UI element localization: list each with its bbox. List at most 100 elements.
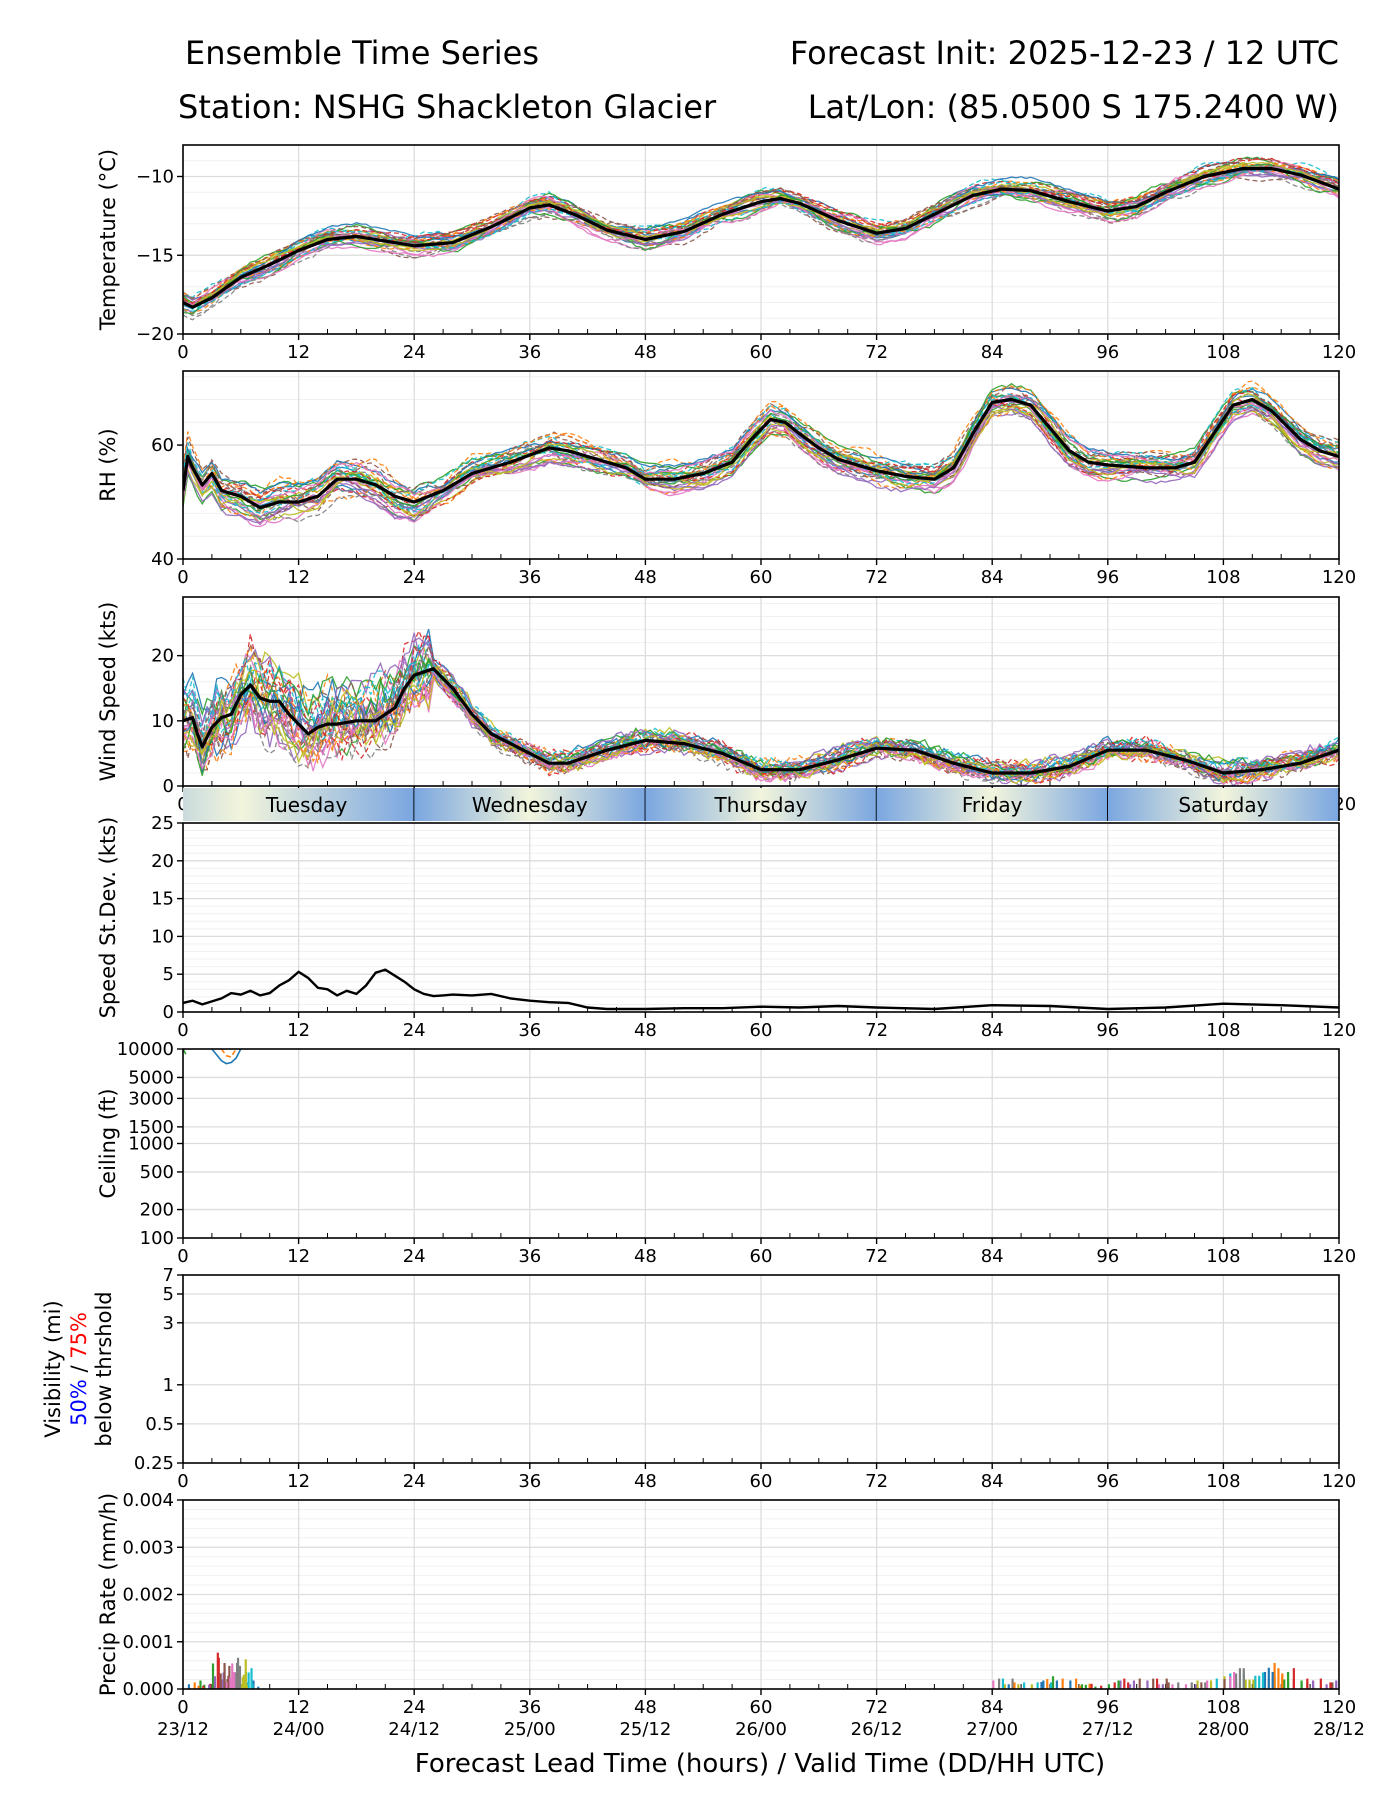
x-tick-label: 84 — [981, 567, 1004, 588]
x-tick-label: 0 — [177, 567, 188, 588]
threshold-75: 75% — [67, 1312, 91, 1359]
wind-plot — [183, 628, 1339, 786]
ensemble-member-line — [183, 169, 1339, 314]
day-band-fill — [183, 788, 415, 821]
ceiling-plot — [183, 1049, 242, 1065]
valid-time-label: 25/00 — [504, 1719, 556, 1740]
precip-bar — [1267, 1667, 1270, 1689]
precip-bar — [229, 1677, 232, 1689]
x-tick-label: 12 — [287, 567, 310, 588]
ensemble-member-line — [183, 394, 1339, 513]
precip-bar — [1292, 1679, 1295, 1689]
x-tick-label: 120 — [1322, 1020, 1356, 1041]
ensemble-member-line — [183, 165, 1339, 312]
y-tick-label: 10 — [151, 711, 174, 732]
precip-bar — [1138, 1678, 1141, 1689]
x-tick-label: 0 — [177, 1246, 188, 1267]
x-tick-label: 24 — [403, 1020, 426, 1041]
x-tick-label: 48 — [634, 342, 657, 363]
precip-bar — [1036, 1682, 1039, 1689]
precip-bar — [1042, 1680, 1045, 1689]
day-band — [876, 788, 1108, 821]
x-tick-label: 72 — [865, 1471, 888, 1492]
precip-bar — [1286, 1681, 1290, 1689]
precip-y-axis-title: Precip Rate (mm/h) — [96, 1493, 120, 1696]
precip-bar — [1046, 1679, 1049, 1689]
y-tick-label: 0.002 — [122, 1585, 174, 1606]
y-tick-label: −10 — [136, 167, 174, 188]
precip-bar — [1300, 1684, 1303, 1689]
precip-bar — [1161, 1684, 1164, 1689]
y-tick-label: 0.25 — [134, 1453, 174, 1474]
precip-bar — [1184, 1684, 1188, 1689]
x-tick-label: 60 — [750, 1246, 773, 1267]
ceiling-series-line — [220, 1049, 237, 1059]
day-band-fill — [645, 788, 877, 821]
x-tick-label: 96 — [1096, 567, 1119, 588]
x-tick-label: 96 — [1096, 342, 1119, 363]
precip-bar — [1283, 1679, 1286, 1689]
x-tick-label: 24 — [403, 567, 426, 588]
y-tick-label: 20 — [151, 646, 174, 667]
x-tick-label: 72 — [865, 1246, 888, 1267]
precip-bar — [1234, 1673, 1238, 1689]
day-label: Thursday — [714, 793, 808, 817]
x-tick-label: 60 — [750, 1471, 773, 1492]
precip-bar — [1329, 1682, 1332, 1689]
x-tick-label: 108 — [1206, 1697, 1240, 1718]
precip-bar — [992, 1680, 995, 1689]
ensemble-member-line — [183, 385, 1339, 502]
rh-y-axis-title: RH (%) — [96, 428, 120, 501]
precip-bar — [1306, 1682, 1309, 1689]
y-tick-label: −20 — [136, 324, 174, 345]
precip-bar — [1215, 1678, 1218, 1689]
x-tick-label: 96 — [1096, 1246, 1119, 1267]
precip-bar — [231, 1663, 234, 1689]
y-tick-label: 200 — [140, 1200, 174, 1221]
x-tick-label: 108 — [1206, 1020, 1240, 1041]
temperature-panel: −20 −15 −10 0 12 24 36 48 60 72 84 96 108 120 Temperat… — [96, 144, 1356, 363]
ensemble-member-line — [183, 166, 1339, 321]
visibility-subtitle: below thrshold — [92, 1291, 116, 1446]
ensemble-member-line — [183, 409, 1339, 523]
precip-bar — [1023, 1682, 1026, 1689]
rh-panel: 40 60 0 12 24 36 48 60 72 84 96 108 120 RH (%) — [96, 370, 1356, 588]
precip-bar — [1117, 1680, 1120, 1689]
valid-time-label: 25/12 — [619, 1719, 671, 1740]
x-tick-label: 120 — [1322, 1471, 1356, 1492]
temp-y-axis-title: Temperature (°C) — [96, 149, 120, 331]
visibility-threshold-label: 50% / 75% — [67, 1312, 91, 1426]
y-tick-label: −15 — [136, 245, 174, 266]
precip-bar — [1209, 1680, 1213, 1689]
y-tick-label: 0 — [163, 1002, 174, 1023]
y-tick-label: 1500 — [128, 1117, 174, 1138]
precip-bar — [1292, 1668, 1295, 1689]
precip-bar — [1254, 1675, 1257, 1689]
wind-speed-panel: 0102001224364860728496108120Wind Speed (… — [96, 596, 1356, 815]
station-latlon: Lat/Lon: (85.0500 S 175.2400 W) — [808, 88, 1339, 126]
precip-bar — [1286, 1671, 1290, 1689]
precip-bar — [1157, 1684, 1161, 1689]
ensemble-member-line — [183, 393, 1339, 518]
x-tick-label: 84 — [981, 342, 1004, 363]
ensemble-member-line — [183, 156, 1339, 303]
precip-bar — [1281, 1673, 1284, 1689]
precip-bar — [202, 1685, 205, 1689]
ensemble-member-line — [183, 166, 1339, 306]
precip-bar — [1233, 1671, 1236, 1689]
valid-time-label: 26/12 — [851, 1719, 903, 1740]
precip-bar — [1100, 1685, 1103, 1689]
precip-bar — [1273, 1663, 1276, 1689]
y-tick-label: 10000 — [117, 1039, 174, 1060]
stdev-plot — [183, 968, 1339, 1011]
x-tick-label: 12 — [287, 1697, 310, 1718]
precip-bar — [250, 1668, 253, 1689]
stdev-y-axis-title: Speed St.Dev. (kts) — [96, 817, 120, 1019]
ensemble-mean-line — [183, 667, 1339, 775]
precip-bar — [1001, 1678, 1005, 1689]
x-tick-label: 120 — [1322, 1246, 1356, 1267]
precip-bar — [1261, 1672, 1265, 1689]
ensemble-member-line — [183, 668, 1339, 783]
